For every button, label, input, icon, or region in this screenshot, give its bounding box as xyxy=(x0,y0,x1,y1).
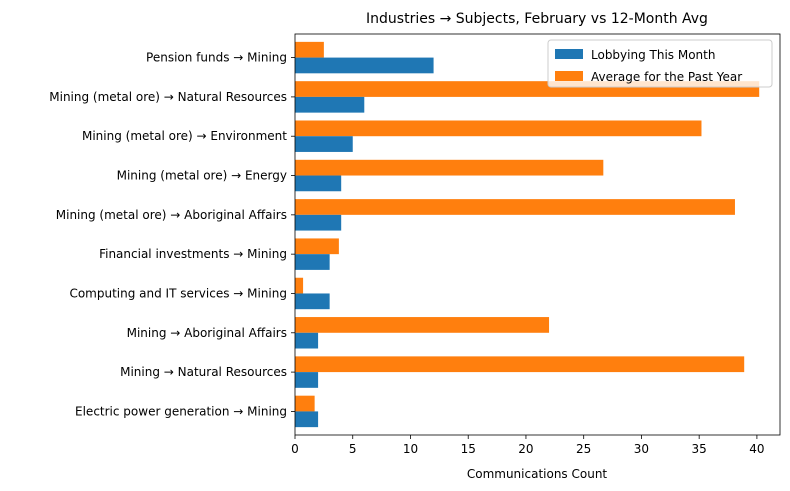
x-tick-label: 20 xyxy=(518,442,533,456)
y-tick-label: Mining → Aboriginal Affairs xyxy=(127,326,287,340)
x-tick-label: 25 xyxy=(576,442,591,456)
x-tick-label: 15 xyxy=(461,442,476,456)
y-tick-label: Mining (metal ore) → Natural Resources xyxy=(49,90,287,104)
y-tick-label: Computing and IT services → Mining xyxy=(69,286,287,300)
y-tick-label: Mining (metal ore) → Environment xyxy=(82,129,287,143)
legend: Lobbying This Month Average for the Past … xyxy=(547,39,773,88)
x-axis: 0 5 10 15 20 25 30 35 40 xyxy=(291,435,765,456)
y-tick-label: Electric power generation → Mining xyxy=(75,404,287,418)
x-tick-label: 0 xyxy=(291,442,299,456)
bar-this-month xyxy=(295,96,365,113)
x-tick-label: 5 xyxy=(349,442,357,456)
legend-box xyxy=(547,39,773,88)
plot-frame xyxy=(294,33,781,436)
x-tick-label: 10 xyxy=(403,442,418,456)
bar-this-month xyxy=(295,332,319,349)
bar-average xyxy=(295,199,735,215)
x-tick-label: 40 xyxy=(749,442,764,456)
plot-area xyxy=(294,33,781,436)
bar-this-month xyxy=(295,293,330,310)
bar-this-month xyxy=(295,411,319,428)
bar-this-month xyxy=(295,214,342,231)
x-tick-label: 30 xyxy=(634,442,649,456)
legend-label: Average for the Past Year xyxy=(591,70,742,84)
bar-average xyxy=(295,277,304,294)
chart-title: Industries → Subjects, February vs 12-Mo… xyxy=(366,11,708,27)
bar-this-month xyxy=(295,57,434,74)
bar-average xyxy=(295,317,550,333)
bar-average xyxy=(295,41,324,58)
y-tick-label: Mining (metal ore) → Energy xyxy=(117,169,287,183)
bar-average xyxy=(295,395,315,412)
y-tick-label: Mining (metal ore) → Aboriginal Affairs xyxy=(56,208,287,222)
bar-average xyxy=(295,238,339,255)
legend-swatch xyxy=(555,71,583,81)
x-tick-label: 35 xyxy=(692,442,707,456)
bar-this-month xyxy=(295,175,342,192)
bar-average xyxy=(295,356,745,373)
y-axis: Pension funds → Mining Mining (metal ore)… xyxy=(49,51,295,418)
y-tick-label: Financial investments → Mining xyxy=(99,247,287,261)
bar-this-month xyxy=(295,136,353,152)
bar-this-month xyxy=(295,372,319,388)
legend-label: Lobbying This Month xyxy=(591,48,715,62)
bar-average xyxy=(295,159,604,176)
y-tick-label: Mining → Natural Resources xyxy=(120,365,287,379)
legend-swatch xyxy=(555,49,583,59)
bar-average xyxy=(295,120,702,137)
x-axis-label: Communications Count xyxy=(467,467,608,481)
y-tick-label: Pension funds → Mining xyxy=(146,51,287,65)
bar-this-month xyxy=(295,254,330,270)
